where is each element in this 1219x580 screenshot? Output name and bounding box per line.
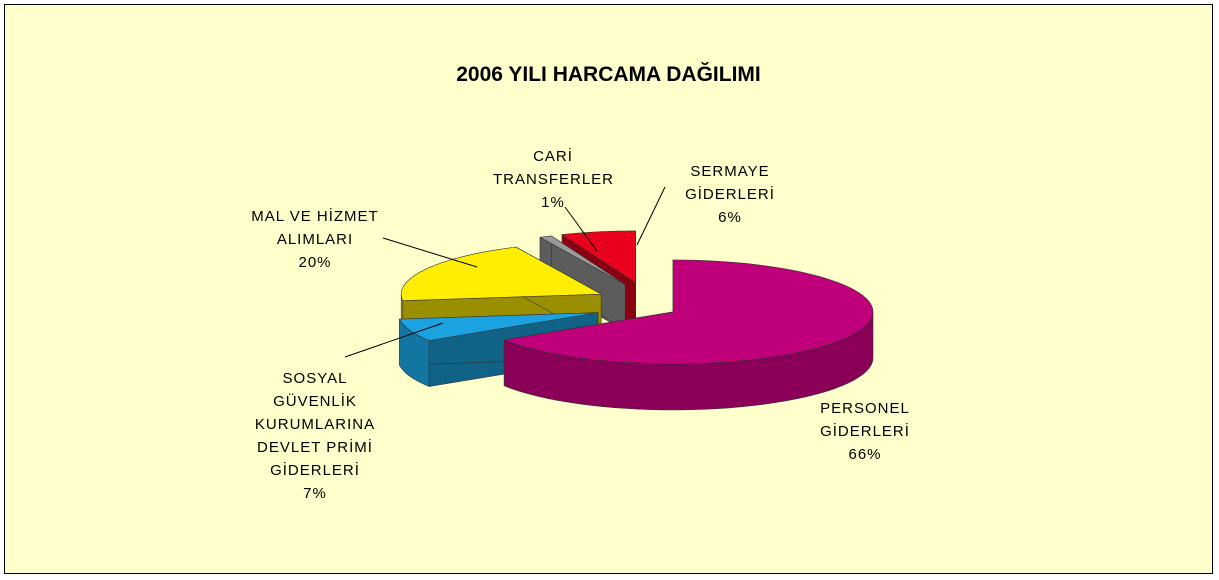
value-label: 7% bbox=[303, 485, 327, 502]
chart: 2006 YILI HARCAMA DAĞILIMI PERSONEL GİDE… bbox=[4, 4, 1213, 574]
slice-label: MAL VE HİZMET ALIMLARI 20% bbox=[240, 205, 390, 274]
value-label: 20% bbox=[298, 254, 332, 271]
slice-label: SERMAYE GİDERLERİ 6% bbox=[670, 160, 790, 229]
category-label: SERMAYE GİDERLERİ bbox=[685, 163, 775, 203]
category-label: MAL VE HİZMET ALIMLARI bbox=[251, 208, 379, 248]
leader-line bbox=[636, 186, 666, 246]
slice-label: SOSYAL GÜVENLİK KURUMLARINA DEVLET PRİMİ… bbox=[253, 367, 378, 505]
value-label: 6% bbox=[718, 209, 742, 226]
slice-top bbox=[398, 312, 599, 341]
slice-top bbox=[539, 235, 626, 285]
leader-line bbox=[344, 322, 444, 358]
value-label: 1% bbox=[541, 194, 565, 211]
chart-title: 2006 YILI HARCAMA DAĞILIMI bbox=[456, 63, 761, 86]
slice-label: PERSONEL GİDERLERİ 66% bbox=[790, 397, 940, 466]
slice-top bbox=[503, 259, 874, 365]
slice-label: CARİ TRANSFERLER 1% bbox=[493, 145, 613, 214]
slice-top bbox=[561, 230, 636, 284]
value-label: 66% bbox=[848, 446, 882, 463]
category-label: CARİ TRANSFERLER bbox=[493, 148, 615, 188]
category-label: PERSONEL GİDERLERİ bbox=[820, 400, 910, 440]
leader-line bbox=[564, 206, 598, 252]
category-label: SOSYAL GÜVENLİK KURUMLARINA DEVLET PRİMİ… bbox=[254, 370, 376, 479]
pie-area bbox=[344, 186, 874, 411]
leader-line bbox=[382, 237, 478, 268]
slice-top bbox=[400, 246, 603, 302]
slice bbox=[503, 259, 874, 411]
